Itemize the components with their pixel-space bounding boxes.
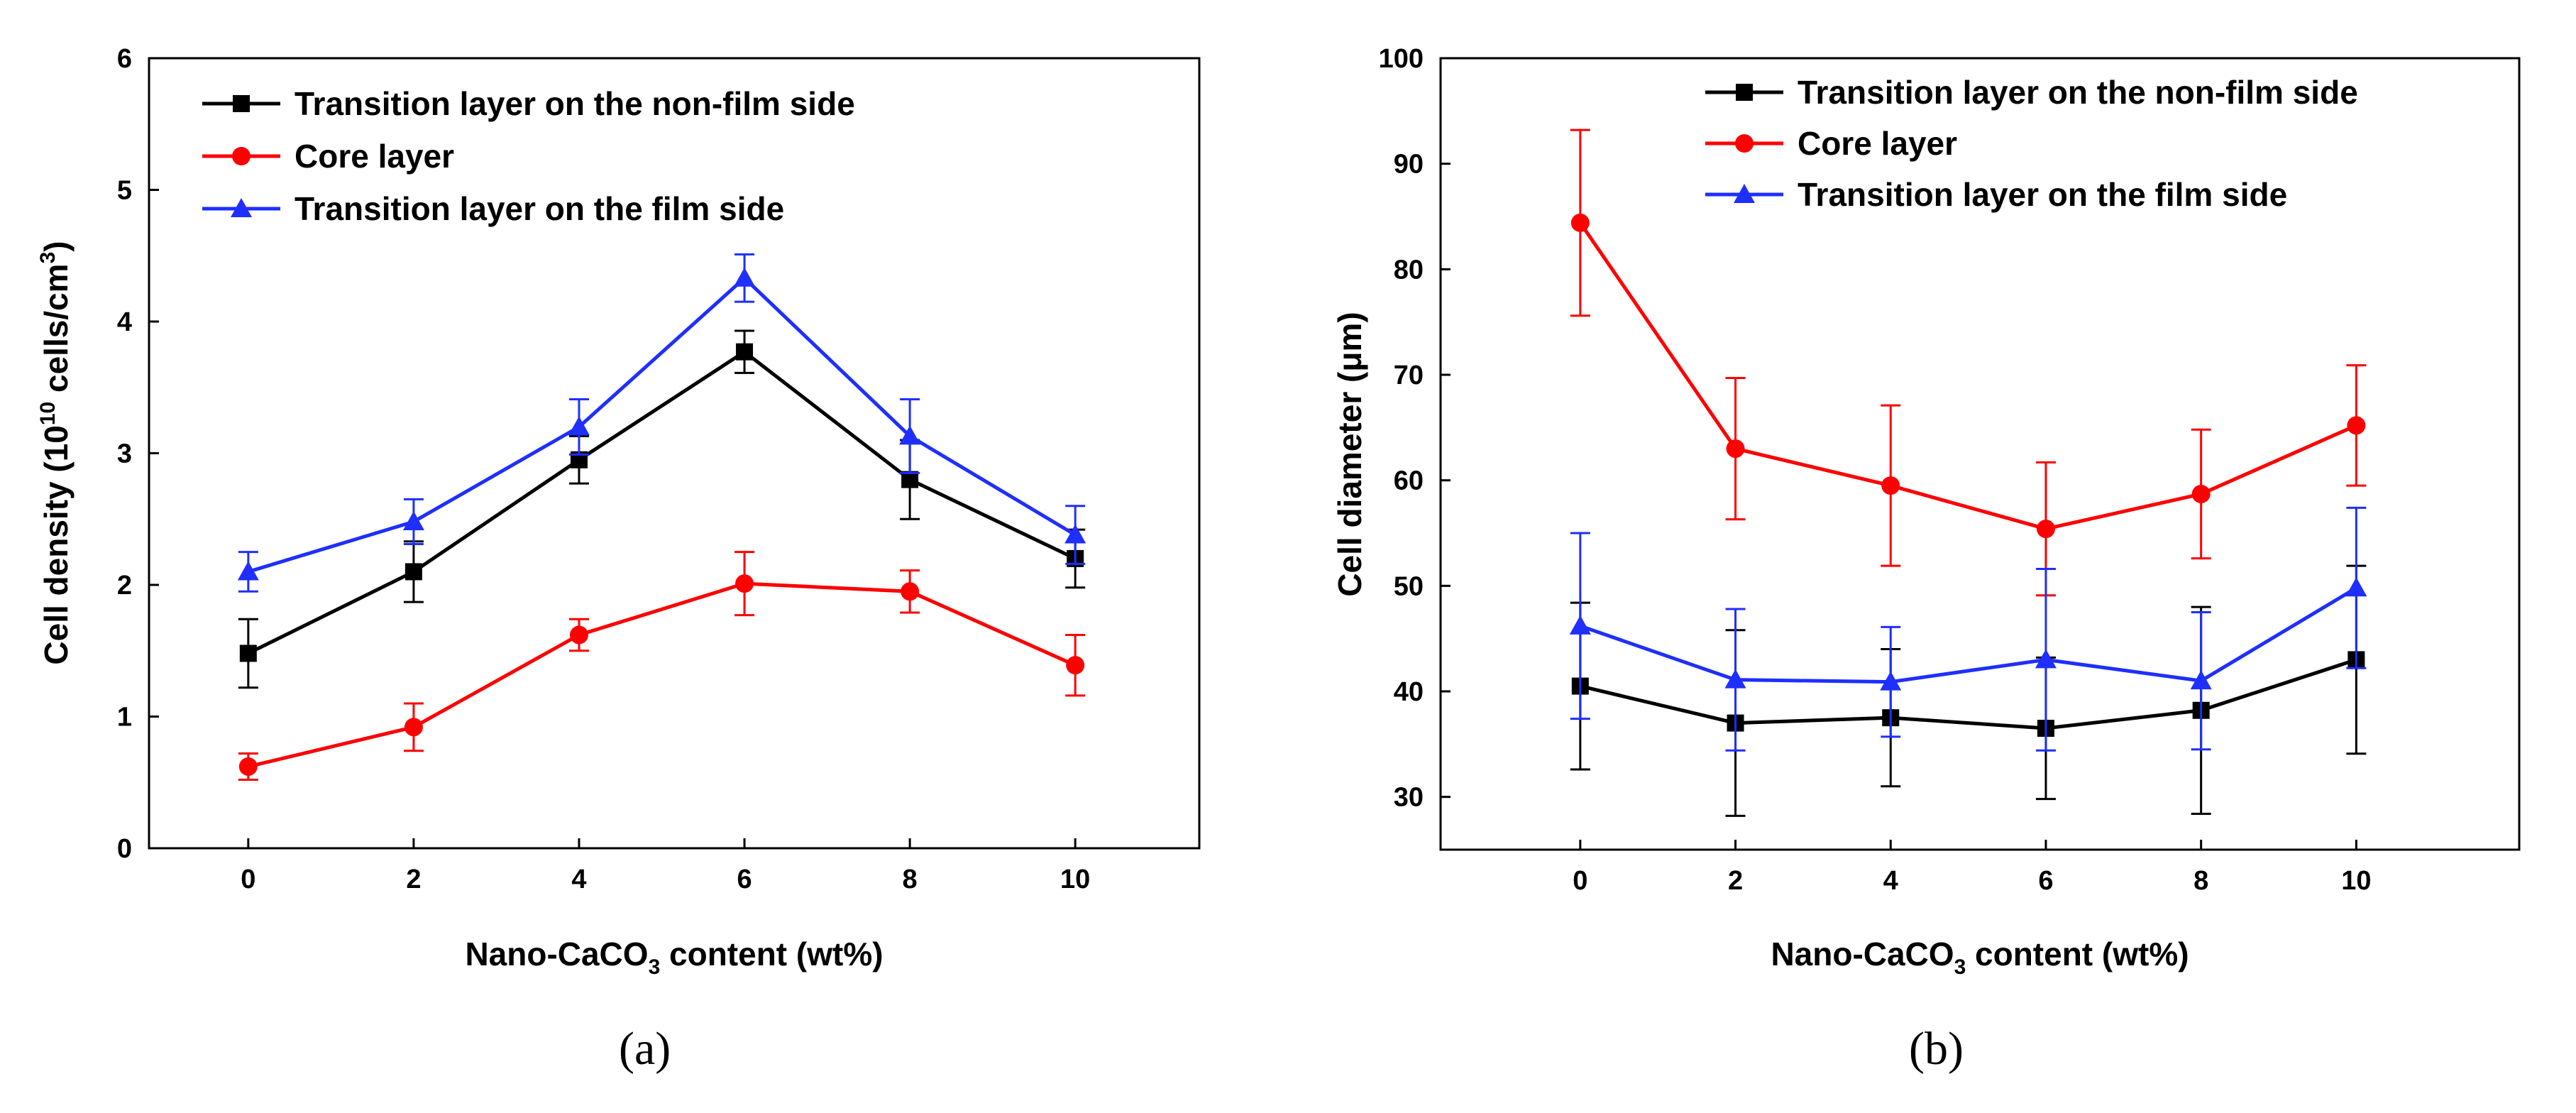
chart-b-series-2 bbox=[1569, 506, 2367, 752]
chart-b-series-1 bbox=[1570, 128, 2367, 597]
chart-a-ytick-label: 0 bbox=[117, 834, 132, 864]
chart-a-series-1-point bbox=[1066, 656, 1085, 675]
chart-b-series-2-point bbox=[1569, 615, 1591, 635]
chart-b-ytick-label: 30 bbox=[1394, 783, 1424, 813]
chart-a-legend-label: Transition layer on the non-film side bbox=[295, 85, 855, 122]
chart-b-xtick-label: 0 bbox=[1573, 866, 1587, 896]
chart-a-ytick-label: 4 bbox=[117, 307, 132, 337]
panel-label-a: (a) bbox=[619, 1023, 671, 1075]
chart-b-legend-marker bbox=[1734, 184, 1755, 203]
chart-b-series-1-line bbox=[1578, 221, 2357, 531]
chart-a-legend-marker bbox=[232, 147, 251, 165]
chart-a-legend-marker bbox=[233, 95, 250, 112]
chart-a-series-2-point bbox=[734, 267, 756, 287]
chart-b-series-2-line bbox=[1580, 586, 2357, 684]
chart-a-frame bbox=[148, 57, 1201, 850]
chart-b-legend: Transition layer on the non-film side Cor… bbox=[1705, 74, 2358, 213]
chart-b-series-2-point bbox=[1724, 669, 1746, 689]
chart-a-ytick-label: 2 bbox=[117, 571, 132, 601]
panel-label-b: (b) bbox=[1909, 1023, 1964, 1075]
chart-b-legend-label: Core layer bbox=[1798, 125, 1957, 162]
chart-b-legend-marker bbox=[1736, 84, 1753, 101]
chart-a-series-2-point bbox=[899, 425, 921, 445]
chart-a-xtick-label: 8 bbox=[903, 865, 918, 894]
chart-b-series-2-point bbox=[2035, 649, 2057, 669]
chart-b-series-0 bbox=[1570, 564, 2367, 817]
chart-b-ytick-label: 40 bbox=[1394, 677, 1424, 707]
chart-b-series-1-point bbox=[1570, 213, 1590, 232]
chart-a-series-2 bbox=[237, 253, 1086, 593]
chart-a-xtick-label: 10 bbox=[1060, 865, 1090, 894]
chart-a-series-1 bbox=[238, 551, 1086, 782]
chart-a-xtick-label: 2 bbox=[406, 865, 421, 894]
chart-a-ytick-label: 6 bbox=[117, 44, 132, 74]
chart-b-legend-label: Transition layer on the non-film side bbox=[1798, 74, 2358, 111]
chart-a-series-1-point bbox=[238, 757, 258, 776]
chart-b-series-1-point bbox=[1881, 476, 1900, 495]
chart-b-series-1-point bbox=[2036, 520, 2055, 539]
chart-b-ylabel: Cell diameter (μm) bbox=[1331, 312, 1368, 596]
chart-a-legend: Transition layer on the non-film side Cor… bbox=[202, 85, 855, 227]
chart-a-ytick-label: 1 bbox=[117, 703, 132, 733]
chart-b-xtick-label: 4 bbox=[1883, 866, 1898, 896]
chart-b-xlabel: Nano-CaCO3 content (wt%) bbox=[1771, 936, 2189, 979]
chart-b-series-1-point bbox=[2191, 484, 2211, 503]
chart-a-series-1-point bbox=[404, 718, 423, 737]
chart-b-ytick-label: 70 bbox=[1394, 361, 1424, 390]
chart-b-series-0-line bbox=[1580, 658, 2357, 730]
chart-a-xtick-label: 6 bbox=[737, 865, 752, 894]
chart-a-xtick-label: 4 bbox=[571, 865, 586, 894]
chart-a-series-2-point bbox=[237, 561, 259, 581]
chart-b-ytick-label: 80 bbox=[1394, 255, 1424, 285]
chart-b-ytick-label: 50 bbox=[1394, 571, 1424, 601]
chart-a-xlabel: Nano-CaCO3 content (wt%) bbox=[465, 936, 883, 979]
chart-a-series-0-line bbox=[247, 349, 1077, 655]
chart-b-xtick-label: 2 bbox=[1728, 866, 1743, 896]
chart-a: 0 2 4 6 8 10 0 1 2 3 4 5 6 Transition layer on the no… bbox=[36, 44, 1201, 979]
chart-a-xtick-label: 0 bbox=[241, 865, 255, 894]
chart-a-ylabel: Cell density (1010 cells/cm3) bbox=[36, 241, 75, 664]
chart-a-series-0 bbox=[238, 329, 1086, 689]
chart-a-legend-marker bbox=[231, 198, 252, 217]
chart-b-plot: 0 2 4 6 8 10 30 40 50 60 70 80 90 100 Transition layer… bbox=[1379, 44, 2372, 896]
chart-b-xtick-label: 6 bbox=[2038, 866, 2053, 896]
chart-b-series-1-point bbox=[1726, 439, 1745, 459]
chart-b: 0 2 4 6 8 10 30 40 50 60 70 80 90 100 Transition layer… bbox=[1331, 44, 2521, 979]
chart-b-series-2-point bbox=[1880, 671, 1902, 691]
chart-b-legend-marker bbox=[1735, 134, 1754, 153]
chart-b-frame bbox=[1439, 57, 2521, 851]
chart-a-series-1-point bbox=[901, 582, 920, 601]
chart-b-ytick-label: 60 bbox=[1394, 466, 1424, 496]
chart-a-legend-label: Transition layer on the film side bbox=[295, 190, 784, 227]
chart-b-legend-label: Transition layer on the film side bbox=[1798, 176, 2287, 213]
chart-a-plot: 0 2 4 6 8 10 0 1 2 3 4 5 6 Transition layer on the no… bbox=[117, 44, 1090, 894]
chart-a-series-1-point bbox=[569, 625, 588, 645]
chart-a-series-2-line bbox=[248, 275, 1077, 574]
chart-a-series-2-point bbox=[402, 510, 424, 530]
chart-b-xtick-label: 8 bbox=[2194, 866, 2208, 896]
chart-a-series-2-point bbox=[1064, 524, 1086, 544]
chart-a-series-0-point bbox=[239, 645, 257, 662]
chart-b-ytick-label: 100 bbox=[1379, 44, 1424, 74]
chart-b-xtick-label: 10 bbox=[2341, 866, 2371, 896]
chart-a-series-2-point bbox=[568, 416, 590, 436]
chart-a-ytick-label: 5 bbox=[117, 176, 132, 206]
chart-a-ytick-label: 3 bbox=[117, 439, 132, 469]
chart-b-series-2-point bbox=[2345, 577, 2367, 597]
chart-a-series-1-line bbox=[248, 581, 1077, 769]
chart-a-series-0-point bbox=[736, 343, 754, 361]
chart-b-ytick-label: 90 bbox=[1394, 150, 1424, 180]
chart-a-series-1-point bbox=[735, 574, 754, 593]
chart-b-series-2-point bbox=[2190, 670, 2212, 690]
chart-a-legend-label: Core layer bbox=[295, 138, 454, 175]
chart-a-series-0-point bbox=[404, 563, 422, 581]
chart-b-series-1-point bbox=[2347, 416, 2366, 435]
